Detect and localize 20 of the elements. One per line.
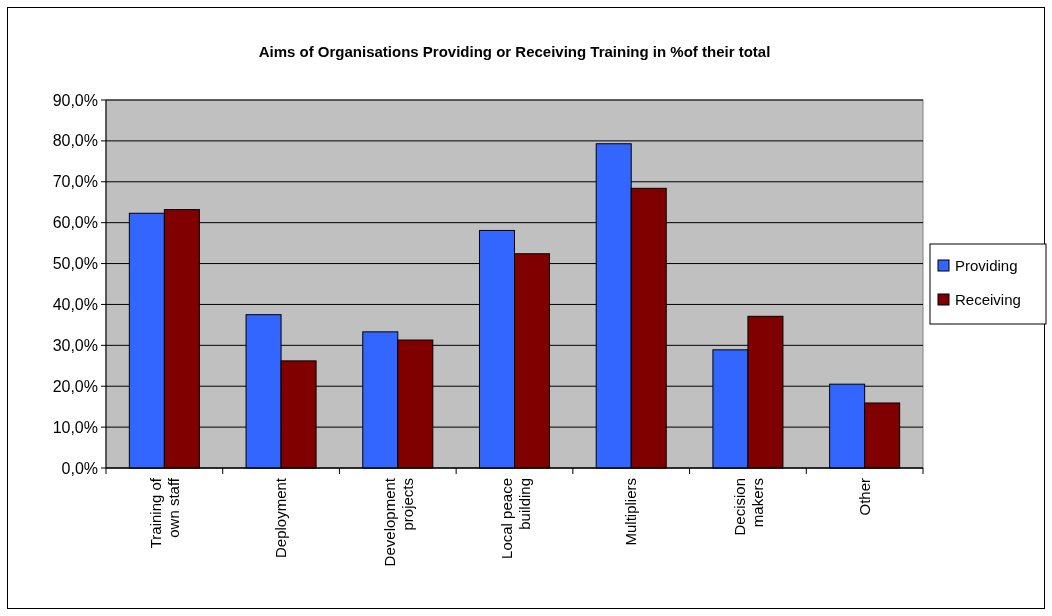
- y-tick-label: 70,0%: [52, 173, 98, 191]
- chart-title: Aims of Organisations Providing or Receiving Training in %of their total: [258, 43, 771, 60]
- legend-label: Providing: [955, 257, 1018, 275]
- x-tick-label: Local peace building: [497, 478, 533, 559]
- y-tick-label: 20,0%: [52, 377, 98, 395]
- y-tick-label: 90,0%: [52, 91, 98, 109]
- y-tick-label: 40,0%: [52, 296, 98, 314]
- x-tick-label: Deployment: [272, 477, 290, 559]
- y-tick-label: 60,0%: [52, 214, 98, 232]
- x-tick-label: Multipliers: [622, 478, 640, 546]
- y-tick-label: 80,0%: [52, 132, 98, 150]
- legend-label: Receiving: [955, 291, 1021, 309]
- x-tick-label: Other: [855, 478, 873, 516]
- y-tick-label: 30,0%: [52, 336, 98, 354]
- y-tick-label: 50,0%: [52, 255, 98, 273]
- x-tick-label: Development projects: [380, 477, 416, 567]
- x-tick-label: Training of own staff: [147, 477, 183, 549]
- y-tick-label: 0,0%: [61, 459, 98, 477]
- y-tick-label: 10,0%: [52, 418, 98, 436]
- x-tick-label: Decision makers: [730, 478, 766, 536]
